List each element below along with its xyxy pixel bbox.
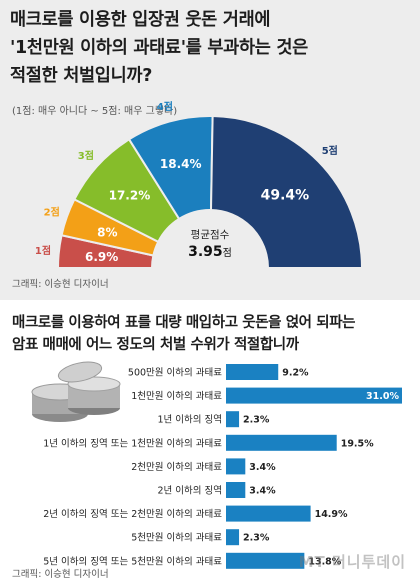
bar-3 xyxy=(226,411,240,428)
bar-category-label: 2년 이하의 징역 xyxy=(157,485,222,497)
pie-category-label: 4점 xyxy=(157,101,173,113)
bar-value-label: 31.0% xyxy=(366,391,399,402)
bar-2 xyxy=(226,387,402,404)
chart-title-1-line: '1천만원 이하의 과태료'를 부과하는 것은 xyxy=(10,38,308,58)
bar-value-label: 2.3% xyxy=(243,415,270,426)
chart-title-1: 매크로를 이용한 입장권 웃돈 거래에 '1천만원 이하의 과태료'를 부과하는… xyxy=(10,6,410,90)
bar-9 xyxy=(226,552,305,569)
bar-1 xyxy=(226,364,279,380)
bar-6 xyxy=(226,482,246,498)
bar-category-label: 2년 이하의 징역 또는 2천만원 이하의 과태료 xyxy=(43,508,222,520)
pie-value-label: 49.4% xyxy=(261,187,310,203)
bar-value-label: 14.9% xyxy=(315,509,348,520)
bar-category-label: 2천만원 이하의 과태료 xyxy=(131,461,222,473)
graphic-credit-1: 그래픽: 이승현 디자이너 xyxy=(12,279,109,290)
chart-title-2-line: 매크로를 이용하여 표를 대량 매입하고 웃돈을 얹어 되파는 xyxy=(12,315,356,331)
pie-category-label: 1점 xyxy=(35,245,51,257)
scale-note: (1점: 매우 아니다 ~ 5점: 매우 그렇다) xyxy=(12,106,178,117)
chart-title-1-line: 적절한 처벌입니까? xyxy=(10,66,153,86)
bar-category-label: 5천만원 이하의 과태료 xyxy=(131,532,222,544)
chart-title-1-line: 매크로를 이용한 입장권 웃돈 거래에 xyxy=(10,10,271,30)
survey-panel-2 xyxy=(0,300,420,586)
pie-slice-5 xyxy=(209,115,364,269)
bar-category-label: 1년 이하의 징역 또는 1천만원 이하의 과태료 xyxy=(43,437,222,449)
pie-category-label: 5점 xyxy=(322,145,338,157)
bar-value-label: 2.3% xyxy=(243,533,270,544)
average-value: 3.95점 xyxy=(188,244,232,260)
average-label: 평균점수 xyxy=(191,229,230,241)
bar-7 xyxy=(226,505,311,522)
bar-category-label: 1년 이하의 징역 xyxy=(157,414,222,426)
pie-value-label: 8% xyxy=(97,225,117,239)
bar-category-label: 1천만원 이하의 과태료 xyxy=(131,390,222,402)
pie-value-label: 18.4% xyxy=(160,157,202,171)
graphic-credit-2: 그래픽: 이승현 디자이너 xyxy=(12,569,109,580)
chart-title-2-line: 암표 매매에 어느 정도의 처벌 수위가 적절합니까 xyxy=(12,337,299,353)
bar-value-label: 19.5% xyxy=(341,438,374,449)
bar-value-label: 3.4% xyxy=(249,486,276,497)
pie-category-label: 2점 xyxy=(44,207,60,219)
bar-value-label: 13.8% xyxy=(308,556,341,567)
bar-value-label: 3.4% xyxy=(249,462,276,473)
bar-value-label: 9.2% xyxy=(282,368,309,379)
coin-stack-illustration xyxy=(31,361,121,422)
bar-4 xyxy=(226,434,337,451)
pie-value-label: 6.9% xyxy=(85,250,118,264)
pie-category-label: 3점 xyxy=(78,150,94,162)
bar-5 xyxy=(226,458,246,475)
chart-title-2: 매크로를 이용하여 표를 대량 매입하고 웃돈을 얹어 되파는 암표 매매에 어… xyxy=(12,312,412,356)
pie-value-label: 17.2% xyxy=(109,189,151,203)
watermark-logo: MT 머니투데이 xyxy=(298,553,406,571)
bar-8 xyxy=(226,529,240,546)
bar-category-label: 500만원 이하의 과태료 xyxy=(128,367,222,379)
bar-category-label: 5년 이하의 징역 또는 5천만원 이하의 과태료 xyxy=(43,555,222,567)
